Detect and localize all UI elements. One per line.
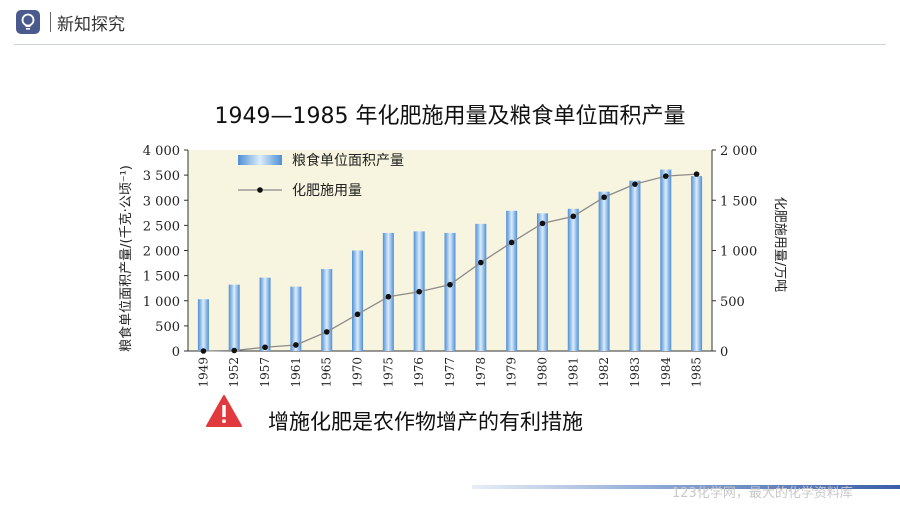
- x-tick-label: 1949: [196, 357, 210, 388]
- bar: [475, 223, 487, 351]
- bar: [197, 299, 209, 351]
- y2-axis-title: 化肥施用量/万吨: [772, 197, 787, 292]
- legend-swatch-bar: [238, 155, 282, 165]
- x-tick-label: 1978: [474, 357, 488, 388]
- line-point: [447, 281, 453, 288]
- x-tick-label: 1952: [227, 357, 241, 388]
- y-tick-label: 2 500: [143, 219, 180, 234]
- y-tick-label: 0: [172, 345, 180, 360]
- watermark-text: 123化学网，最大的化学资料库: [672, 486, 853, 501]
- line-point: [662, 173, 669, 179]
- line-point: [508, 239, 515, 246]
- y-tick-label: 3 500: [143, 169, 180, 184]
- x-tick-label: 1983: [628, 357, 642, 388]
- x-tick-label: 1977: [443, 357, 457, 388]
- y-tick-label: 1 500: [143, 270, 180, 285]
- line-point: [293, 342, 299, 348]
- header-divider: [50, 12, 51, 32]
- header-rule: [14, 44, 886, 45]
- line-point: [570, 213, 577, 220]
- line-point: [632, 181, 638, 187]
- line-point: [539, 220, 546, 227]
- x-tick-label: 1975: [381, 357, 395, 388]
- line-point: [200, 348, 207, 354]
- bar: [629, 180, 641, 351]
- x-tick-label: 1982: [597, 357, 611, 388]
- bar: [536, 213, 548, 351]
- line-point: [693, 171, 700, 177]
- y-tick-label: 2 000: [143, 245, 180, 260]
- conclusion-text: 增施化肥是农作物增产的有利措施: [268, 410, 583, 434]
- bar: [506, 210, 518, 351]
- header-bar: 新知探究: [0, 0, 900, 44]
- bar: [382, 232, 394, 351]
- line-point: [478, 259, 484, 266]
- bar: [660, 169, 672, 351]
- y2-tick-label: 1 000: [720, 245, 757, 260]
- line-point: [601, 194, 607, 201]
- x-tick-label: 1976: [412, 357, 426, 388]
- legend-label-bar: 粮食单位面积产量: [292, 152, 404, 169]
- bar: [567, 208, 579, 351]
- bar: [691, 176, 703, 351]
- bar: [321, 269, 333, 351]
- x-tick-label: 1981: [566, 357, 580, 388]
- y-tick-label: 4 000: [143, 144, 180, 159]
- line-point: [416, 288, 422, 295]
- line-point: [385, 293, 392, 300]
- y2-tick-label: 500: [720, 295, 745, 310]
- legend-label-line: 化肥施用量: [292, 183, 362, 199]
- legend-marker: [257, 187, 263, 193]
- bar: [259, 277, 271, 351]
- x-tick-label: 1984: [659, 357, 673, 388]
- bar: [352, 250, 364, 351]
- chart-title: 1949—1985 年化肥施用量及粮食单位面积产量: [214, 104, 686, 129]
- line-point: [231, 347, 238, 354]
- warning-triangle-icon: [206, 395, 242, 427]
- y-tick-label: 3 000: [143, 194, 180, 209]
- line-point: [262, 344, 268, 351]
- lightbulb-icon: [16, 10, 40, 34]
- y-tick-label: 1 000: [143, 295, 180, 310]
- x-tick-label: 1965: [320, 357, 334, 388]
- footer-line: [472, 485, 900, 489]
- line-point: [354, 311, 361, 318]
- y-tick-label: 500: [155, 320, 180, 335]
- section-title: 新知探究: [57, 15, 125, 35]
- x-tick-label: 1970: [351, 357, 365, 388]
- y2-tick-label: 1 500: [720, 194, 757, 209]
- bar: [444, 232, 456, 351]
- x-tick-label: 1961: [289, 357, 303, 388]
- y2-tick-label: 0: [720, 345, 728, 360]
- y2-tick-label: 2 000: [720, 144, 757, 159]
- x-tick-label: 1985: [690, 357, 704, 388]
- x-tick-label: 1979: [505, 357, 519, 388]
- x-tick-label: 1957: [258, 357, 272, 388]
- bar: [228, 284, 240, 351]
- line-point: [323, 329, 330, 335]
- bar: [290, 286, 302, 351]
- y-axis-title: 粮食单位面积产量/(千克·公顷⁻¹): [118, 165, 134, 352]
- bar: [598, 191, 610, 351]
- x-tick-label: 1980: [535, 357, 549, 388]
